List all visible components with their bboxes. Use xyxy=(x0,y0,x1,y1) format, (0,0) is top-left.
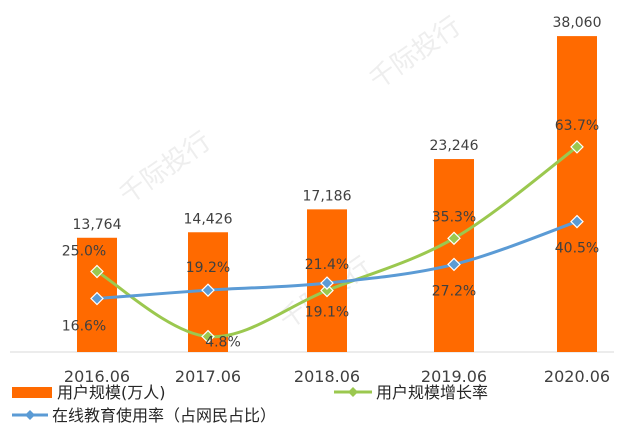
lines-layer xyxy=(90,140,584,344)
legend-label: 用户规模(万人) xyxy=(57,383,166,402)
x-tick-label: 2016.06 xyxy=(64,367,130,386)
growth-value-label: 4.8% xyxy=(205,335,241,351)
usage-value-label: 19.2% xyxy=(186,260,230,276)
bar-value-label: 14,426 xyxy=(184,211,233,227)
usage-point-2020.06 xyxy=(570,214,584,229)
usage-value-label: 40.5% xyxy=(555,241,599,257)
growth-point-2018.06 xyxy=(320,283,334,298)
growth-point-2020.06 xyxy=(570,140,584,154)
usage-point-2019.06 xyxy=(447,257,461,272)
bar-2019.06 xyxy=(434,159,474,352)
labels-layer: 13,764 14,426 17,186 23,246 38,060 25.0% 4.8% 1… xyxy=(62,15,602,350)
growth-point-2019.06 xyxy=(447,231,461,246)
bar-value-label: 38,060 xyxy=(553,15,602,31)
legend-label: 在线教育使用率（占网民占比） xyxy=(52,406,276,425)
usage-point-2018.06 xyxy=(320,276,334,290)
watermark-text: 千际投行 xyxy=(114,126,216,210)
growth-point-2017.06 xyxy=(201,329,215,344)
growth-value-label: 25.0% xyxy=(62,244,106,260)
watermark-text: 千际投行 xyxy=(364,11,466,95)
legend-bar-swatch xyxy=(12,387,52,398)
x-tick-label: 2019.06 xyxy=(421,367,487,386)
x-tick-labels: 2016.06 2017.06 2018.06 2019.06 2020.06 xyxy=(64,367,610,386)
x-tick-label: 2020.06 xyxy=(544,367,610,386)
legend-usage-marker xyxy=(25,410,35,420)
x-tick-label: 2017.06 xyxy=(175,367,241,386)
usage-value-label: 21.4% xyxy=(305,257,349,273)
usage-value-label: 27.2% xyxy=(432,283,476,299)
legend-label: 用户规模增长率 xyxy=(376,383,488,402)
bar-value-label: 17,186 xyxy=(303,188,352,204)
growth-point-2016.06 xyxy=(90,264,104,279)
growth-value-label: 63.7% xyxy=(555,118,599,134)
bar-value-label: 13,764 xyxy=(73,217,122,233)
growth-value-label: 35.3% xyxy=(432,209,476,225)
growth-value-label: 19.1% xyxy=(305,304,349,320)
x-tick-label: 2018.06 xyxy=(294,367,360,386)
bar-value-label: 23,246 xyxy=(430,138,479,154)
usage-point-2017.06 xyxy=(201,283,215,298)
bar-2020.06 xyxy=(557,36,597,353)
legend-growth-marker xyxy=(348,387,358,397)
usage-point-2016.06 xyxy=(90,291,104,306)
usage-value-label: 16.6% xyxy=(62,319,106,335)
